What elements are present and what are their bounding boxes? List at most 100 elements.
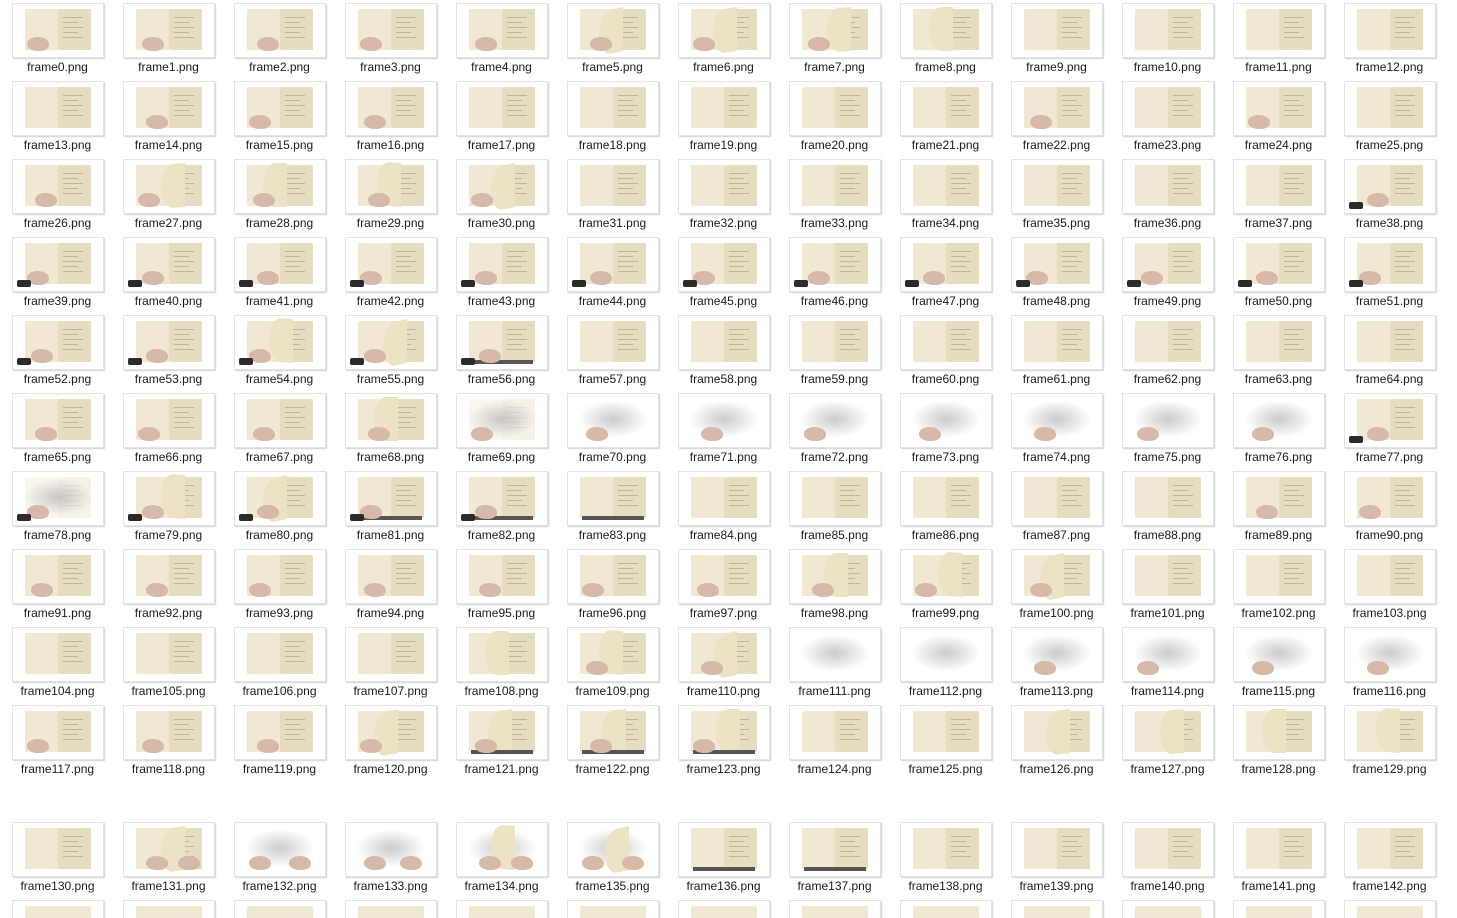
file-item[interactable]: frame119.png <box>222 705 333 779</box>
file-item[interactable]: frame120.png <box>333 705 444 779</box>
file-thumbnail[interactable] <box>345 237 437 292</box>
file-item[interactable]: frame91.png <box>0 549 111 623</box>
file-name-label[interactable]: frame69.png <box>467 450 536 464</box>
file-thumbnail[interactable] <box>123 81 215 136</box>
file-name-label[interactable]: frame89.png <box>1244 528 1313 542</box>
file-name-label[interactable]: frame99.png <box>911 606 980 620</box>
file-name-label[interactable]: frame17.png <box>467 138 536 152</box>
file-name-label[interactable]: frame139.png <box>1019 879 1094 893</box>
file-item[interactable]: frame128.png <box>1221 705 1332 779</box>
file-thumbnail[interactable] <box>12 900 104 918</box>
file-name-label[interactable]: frame25.png <box>1355 138 1424 152</box>
file-thumbnail[interactable] <box>12 159 104 214</box>
file-name-label[interactable]: frame73.png <box>911 450 980 464</box>
file-thumbnail[interactable] <box>567 705 659 760</box>
file-thumbnail[interactable] <box>900 393 992 448</box>
file-thumbnail[interactable] <box>1344 159 1436 214</box>
file-thumbnail[interactable] <box>678 81 770 136</box>
file-item[interactable]: frame22.png <box>999 81 1110 155</box>
file-item[interactable]: frame8.png <box>888 3 999 77</box>
file-name-label[interactable]: frame127.png <box>1130 762 1205 776</box>
file-item[interactable]: frame43.png <box>444 237 555 311</box>
file-item[interactable]: frame14.png <box>111 81 222 155</box>
file-thumbnail[interactable] <box>789 822 881 877</box>
file-item[interactable]: frame97.png <box>666 549 777 623</box>
file-name-label[interactable]: frame2.png <box>249 60 310 74</box>
file-name-label[interactable]: frame92.png <box>134 606 203 620</box>
file-item[interactable]: frame117.png <box>0 705 111 779</box>
file-thumbnail[interactable] <box>1233 549 1325 604</box>
file-thumbnail[interactable] <box>900 900 992 918</box>
file-name-label[interactable]: frame76.png <box>1244 450 1313 464</box>
file-item[interactable]: frame45.png <box>666 237 777 311</box>
file-item[interactable]: frame56.png <box>444 315 555 389</box>
file-thumbnail[interactable] <box>12 315 104 370</box>
file-item[interactable]: frame46.png <box>777 237 888 311</box>
file-item[interactable]: frame118.png <box>111 705 222 779</box>
file-name-label[interactable]: frame135.png <box>575 879 650 893</box>
file-thumbnail[interactable] <box>123 900 215 918</box>
file-thumbnail[interactable] <box>678 3 770 58</box>
file-thumbnail[interactable] <box>234 3 326 58</box>
file-thumbnail[interactable] <box>12 81 104 136</box>
file-item[interactable]: frame66.png <box>111 393 222 467</box>
file-thumbnail[interactable] <box>678 237 770 292</box>
file-name-label[interactable]: frame121.png <box>464 762 539 776</box>
file-thumbnail[interactable] <box>1011 627 1103 682</box>
file-thumbnail[interactable] <box>1233 315 1325 370</box>
file-thumbnail[interactable] <box>567 81 659 136</box>
file-item[interactable]: frame27.png <box>111 159 222 233</box>
file-name-label[interactable]: frame70.png <box>578 450 647 464</box>
file-item[interactable]: frame122.png <box>555 705 666 779</box>
file-thumbnail[interactable] <box>1122 900 1214 918</box>
file-name-label[interactable]: frame84.png <box>689 528 758 542</box>
file-thumbnail[interactable] <box>1344 471 1436 526</box>
file-item[interactable]: frame81.png <box>333 471 444 545</box>
file-item[interactable]: frame102.png <box>1221 549 1332 623</box>
file-thumbnail[interactable] <box>1233 237 1325 292</box>
file-item[interactable]: frame82.png <box>444 471 555 545</box>
file-name-label[interactable]: frame100.png <box>1019 606 1094 620</box>
file-thumbnail[interactable] <box>234 393 326 448</box>
file-thumbnail[interactable] <box>1122 627 1214 682</box>
file-name-label[interactable]: frame124.png <box>797 762 872 776</box>
file-name-label[interactable]: frame66.png <box>134 450 203 464</box>
file-thumbnail[interactable] <box>1122 471 1214 526</box>
file-thumbnail[interactable] <box>1344 705 1436 760</box>
file-item[interactable]: frame37.png <box>1221 159 1332 233</box>
file-thumbnail[interactable] <box>456 237 548 292</box>
file-thumbnail[interactable] <box>234 549 326 604</box>
file-item[interactable]: frame60.png <box>888 315 999 389</box>
file-name-label[interactable]: frame134.png <box>464 879 539 893</box>
file-name-label[interactable]: frame45.png <box>689 294 758 308</box>
file-name-label[interactable]: frame43.png <box>467 294 536 308</box>
file-item[interactable]: frame116.png <box>1332 627 1443 701</box>
file-name-label[interactable]: frame20.png <box>800 138 869 152</box>
file-name-label[interactable]: frame48.png <box>1022 294 1091 308</box>
file-item[interactable]: frame133.png <box>333 822 444 896</box>
file-name-label[interactable]: frame72.png <box>800 450 869 464</box>
file-name-label[interactable]: frame81.png <box>356 528 425 542</box>
file-name-label[interactable]: frame61.png <box>1022 372 1091 386</box>
file-name-label[interactable]: frame30.png <box>467 216 536 230</box>
file-item[interactable]: frame125.png <box>888 705 999 779</box>
file-thumbnail[interactable] <box>678 627 770 682</box>
file-item[interactable]: frame71.png <box>666 393 777 467</box>
file-thumbnail[interactable] <box>12 627 104 682</box>
file-item[interactable]: frame74.png <box>999 393 1110 467</box>
file-thumbnail[interactable] <box>1344 900 1436 918</box>
file-name-label[interactable]: frame62.png <box>1133 372 1202 386</box>
file-name-label[interactable]: frame56.png <box>467 372 536 386</box>
file-thumbnail[interactable] <box>1344 3 1436 58</box>
file-thumbnail[interactable] <box>123 3 215 58</box>
file-name-label[interactable]: frame49.png <box>1133 294 1202 308</box>
file-name-label[interactable]: frame37.png <box>1244 216 1313 230</box>
file-thumbnail[interactable] <box>456 159 548 214</box>
file-thumbnail[interactable] <box>1011 822 1103 877</box>
file-item[interactable]: frame0.png <box>0 3 111 77</box>
file-name-label[interactable]: frame79.png <box>134 528 203 542</box>
file-thumbnail[interactable] <box>456 627 548 682</box>
file-thumbnail[interactable] <box>1233 471 1325 526</box>
file-item[interactable]: frame92.png <box>111 549 222 623</box>
file-thumbnail[interactable] <box>234 81 326 136</box>
